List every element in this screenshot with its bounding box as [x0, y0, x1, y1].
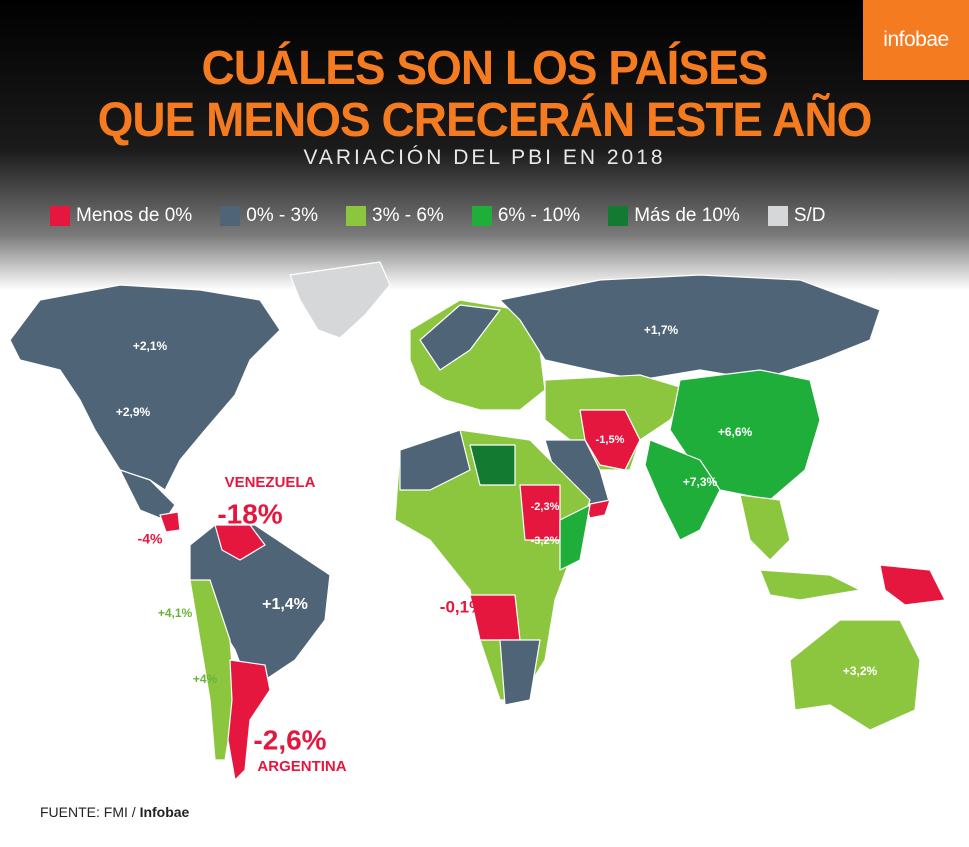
map-label: -18%: [217, 498, 282, 529]
legend-swatch: [767, 206, 788, 226]
region: [214, 524, 266, 561]
map-label: -0,1%: [440, 597, 484, 616]
map-label: +2,1%: [133, 339, 168, 353]
region: [399, 429, 471, 491]
legend-item: S/D: [767, 205, 826, 227]
legend-swatch: [471, 206, 492, 226]
region: [559, 504, 591, 571]
source: FUENTE: FMI / Infobae: [40, 804, 189, 820]
region: [759, 569, 861, 601]
map-label: +3,2%: [843, 664, 878, 678]
subtitle: VARIACIÓN DEL PBI EN 2018: [303, 146, 666, 169]
legend-label: 0% - 3%: [246, 205, 318, 226]
region: [499, 639, 541, 706]
title-line: QUE MENOS CRECERÁN ESTE AÑO: [97, 91, 873, 147]
legend-swatch: [608, 206, 629, 226]
region: [879, 564, 946, 606]
map-label: +6,6%: [718, 425, 753, 439]
legend-label: 3% - 6%: [372, 205, 444, 226]
region: [419, 304, 501, 371]
map-label: VENEZUELA: [225, 474, 316, 491]
region: [469, 444, 516, 486]
map-label: +1,7%: [644, 323, 679, 337]
map-label: -4%: [138, 531, 163, 547]
legend-item: 0% - 3%: [220, 205, 318, 227]
region: [669, 369, 821, 501]
legend-label: Más de 10%: [634, 205, 740, 226]
region: [499, 274, 881, 381]
region: [789, 619, 921, 731]
map-label: +7,3%: [683, 475, 718, 489]
legend-item: 6% - 10%: [471, 205, 581, 227]
map-label: -2,6%: [253, 724, 326, 755]
region: [289, 261, 391, 339]
map-label: +4,1%: [158, 606, 193, 620]
map-label: +2,9%: [116, 405, 151, 419]
map-label: -1,1%: [903, 569, 932, 581]
region: [119, 469, 176, 521]
legend-item: Más de 10%: [608, 205, 740, 227]
legend: Menos de 0% 0% - 3% 3% - 6% 6% - 10% Más de …: [50, 205, 854, 227]
region: [739, 494, 791, 561]
legend-label: S/D: [793, 205, 826, 226]
legend-item: 3% - 6%: [346, 205, 444, 227]
map-label: +1,4%: [262, 596, 308, 613]
legend-swatch: [346, 206, 366, 226]
map-label: ARGENTINA: [257, 758, 346, 775]
region: [159, 511, 181, 533]
logo: infobae: [863, 0, 969, 80]
legend-swatch: [220, 206, 241, 226]
region: [189, 579, 236, 761]
title-line: CUÁLES SON LOS PAÍSES: [201, 39, 768, 95]
legend-swatch: [50, 206, 70, 226]
region: [644, 439, 721, 541]
map-label: -2,3%: [531, 501, 560, 513]
map-label: +4%: [193, 672, 218, 686]
map-label: -3,2%: [531, 535, 560, 547]
legend-item: Menos de 0%: [50, 205, 192, 227]
region: [227, 659, 271, 781]
legend-label: Menos de 0%: [76, 205, 193, 226]
source-brand: Infobae: [139, 804, 190, 820]
source-label: FUENTE: FMI /: [40, 804, 136, 820]
region: [9, 284, 281, 491]
legend-label: 6% - 10%: [497, 205, 581, 226]
map-label: -1,5%: [596, 434, 625, 446]
